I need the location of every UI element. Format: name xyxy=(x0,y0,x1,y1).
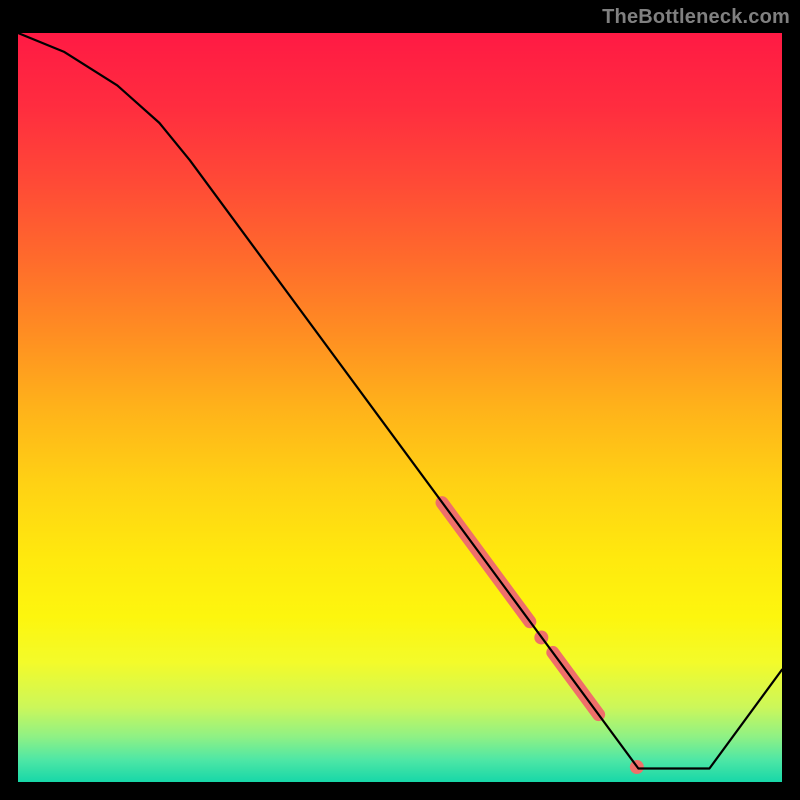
plot-background xyxy=(18,33,782,782)
watermark-text: TheBottleneck.com xyxy=(602,6,790,29)
bottleneck-chart xyxy=(0,0,800,800)
